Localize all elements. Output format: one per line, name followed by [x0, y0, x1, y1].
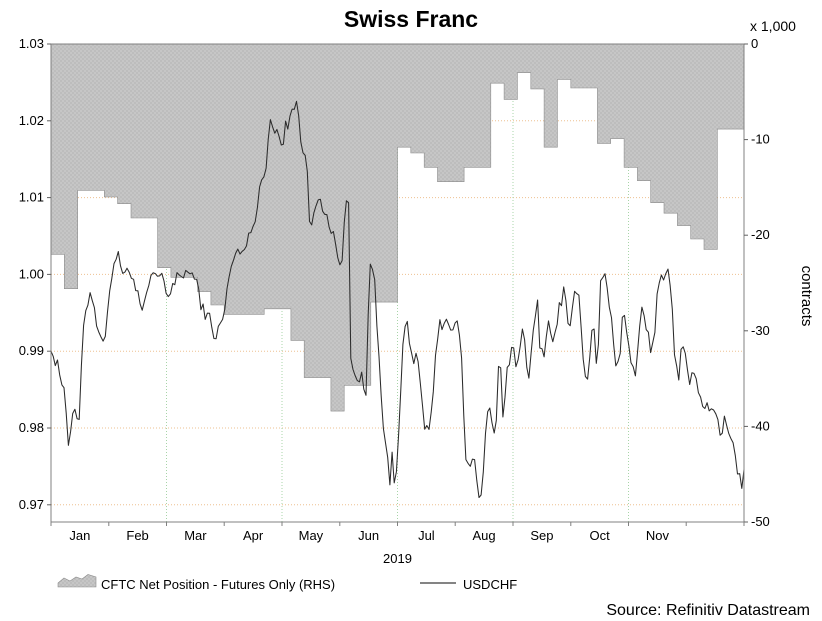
svg-text:0.99: 0.99 [19, 343, 44, 358]
svg-text:USDCHF: USDCHF [463, 577, 517, 592]
svg-text:contracts: contracts [798, 266, 815, 327]
svg-text:2019: 2019 [383, 551, 412, 566]
svg-text:Apr: Apr [243, 528, 264, 543]
svg-text:-30: -30 [751, 323, 770, 338]
svg-text:CFTC Net Position - Futures On: CFTC Net Position - Futures Only (RHS) [101, 577, 335, 592]
svg-text:Jun: Jun [358, 528, 379, 543]
svg-text:Jan: Jan [69, 528, 90, 543]
svg-text:Nov: Nov [646, 528, 670, 543]
svg-text:Jul: Jul [418, 528, 435, 543]
svg-text:Sep: Sep [530, 528, 553, 543]
svg-text:-10: -10 [751, 132, 770, 147]
svg-text:1.01: 1.01 [19, 190, 44, 205]
svg-text:-50: -50 [751, 514, 770, 529]
svg-text:0: 0 [751, 36, 758, 51]
svg-text:May: May [299, 528, 324, 543]
svg-text:Feb: Feb [126, 528, 148, 543]
svg-text:-40: -40 [751, 418, 770, 433]
svg-text:Aug: Aug [473, 528, 496, 543]
svg-text:Oct: Oct [589, 528, 610, 543]
svg-text:0.98: 0.98 [19, 420, 44, 435]
svg-text:Source: Refinitiv Datastream: Source: Refinitiv Datastream [606, 602, 810, 619]
svg-text:Mar: Mar [184, 528, 207, 543]
svg-text:-20: -20 [751, 227, 770, 242]
svg-text:1.00: 1.00 [19, 266, 44, 281]
svg-text:0.97: 0.97 [19, 497, 44, 512]
svg-text:1.02: 1.02 [19, 113, 44, 128]
svg-text:1.03: 1.03 [19, 36, 44, 51]
